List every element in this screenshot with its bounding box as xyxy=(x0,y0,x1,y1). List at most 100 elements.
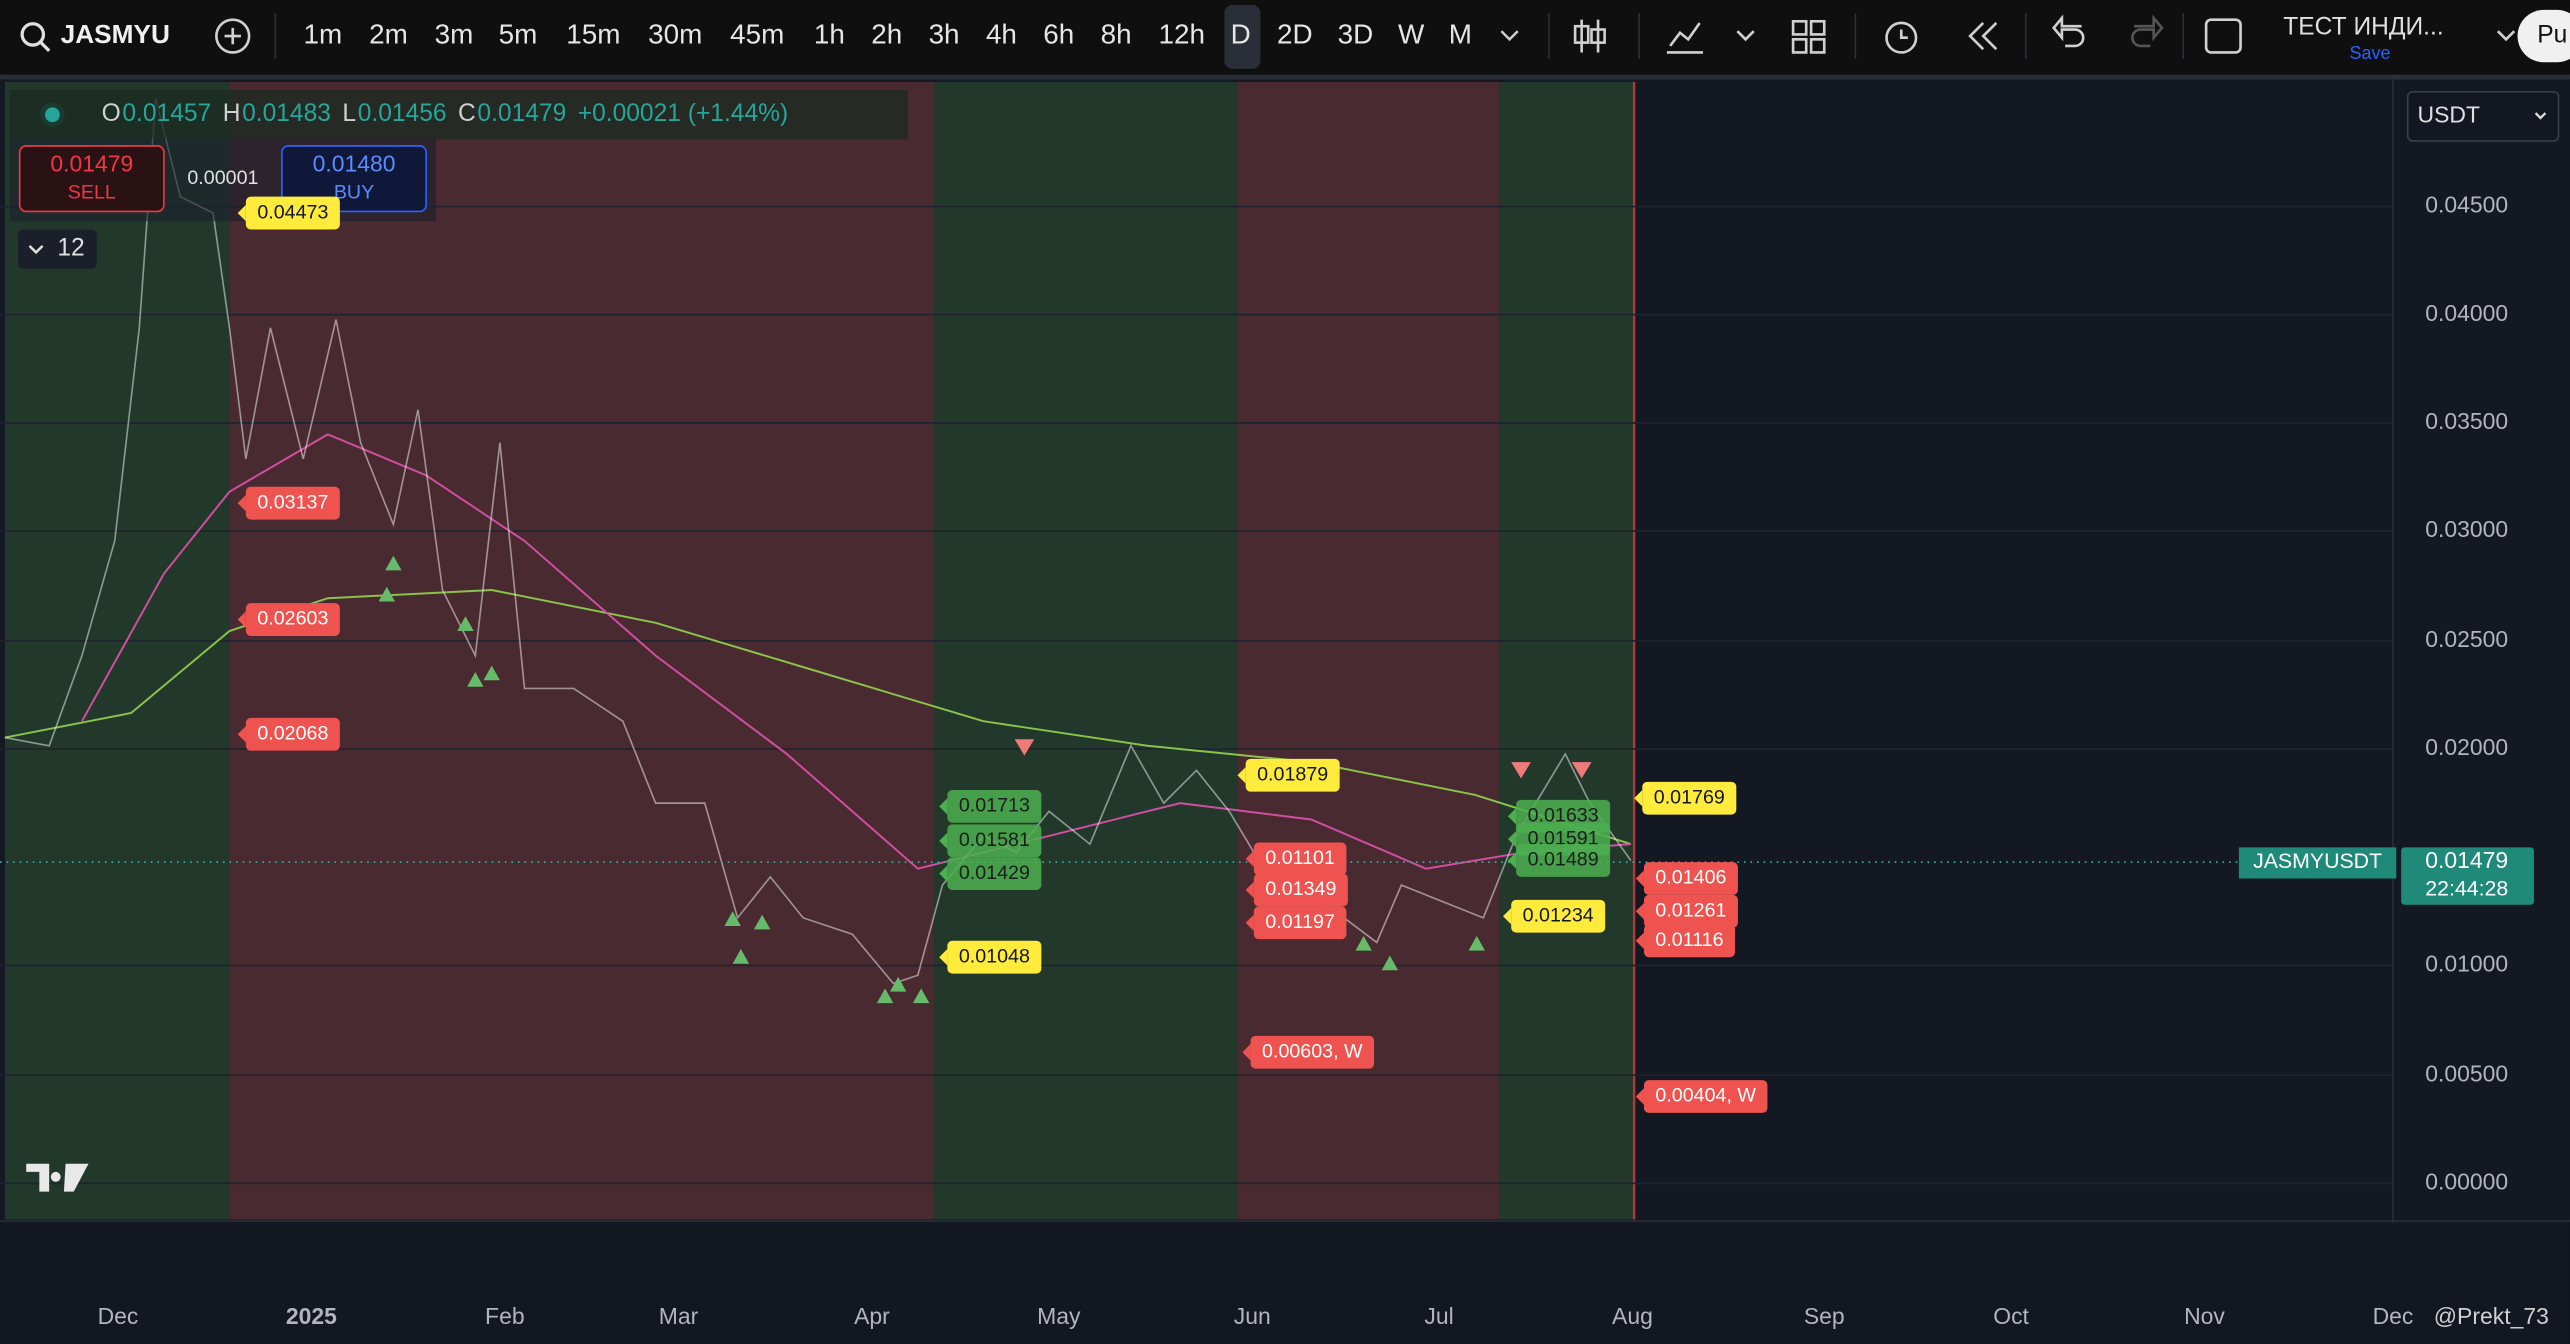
indicator-count: 12 xyxy=(57,235,84,262)
price-label-pointer xyxy=(1245,914,1254,931)
toolbar-separators xyxy=(274,13,2185,60)
indicators-toggle[interactable] xyxy=(18,229,97,269)
save-label[interactable]: Save xyxy=(2349,43,2390,63)
price-label-pointer xyxy=(1635,1088,1644,1105)
price-label-bg xyxy=(1253,842,1347,876)
price-label-pointer xyxy=(1507,852,1517,869)
buy-button[interactable] xyxy=(281,145,427,213)
price-label-pointer xyxy=(1502,908,1512,925)
sell-signal xyxy=(1014,739,1035,756)
publish-button[interactable] xyxy=(2517,9,2570,63)
band-green xyxy=(1499,81,1635,1220)
time-tick-label: Jun xyxy=(1234,1303,1271,1329)
buy-signal xyxy=(732,948,750,964)
interval[interactable]: 6h xyxy=(1043,18,1074,49)
indicators-icon[interactable] xyxy=(1666,22,1703,54)
price-label-pointer xyxy=(939,832,948,850)
interval[interactable]: 12h xyxy=(1158,18,1204,49)
alert-icon[interactable] xyxy=(1885,21,1918,54)
price-label: 0.02603 xyxy=(257,608,328,630)
layout-icon xyxy=(1809,38,1826,54)
undo-icon[interactable] xyxy=(2051,14,2085,48)
band-red xyxy=(229,81,935,1220)
time-tick-label: May xyxy=(1037,1303,1081,1329)
time-axis xyxy=(0,1222,2570,1344)
interval[interactable]: 30m xyxy=(648,18,702,49)
price-label-bg xyxy=(245,196,340,230)
ohlc-key: H xyxy=(223,100,241,127)
interval[interactable]: 5m xyxy=(499,18,538,49)
price-label: 0.01116 xyxy=(1655,929,1723,951)
layout-icon[interactable] xyxy=(1791,19,1808,36)
redo-icon[interactable] xyxy=(2131,14,2164,48)
interval[interactable]: 45m xyxy=(730,18,784,49)
price-label-bg xyxy=(947,940,1042,974)
interval[interactable]: 2h xyxy=(871,18,902,49)
time-tick-label: Apr xyxy=(854,1303,890,1329)
interval[interactable]: 1h xyxy=(814,18,845,49)
sell-button[interactable] xyxy=(18,145,165,213)
interval[interactable]: 1m xyxy=(304,18,343,49)
interval[interactable]: W xyxy=(1398,18,1425,49)
legend-bg xyxy=(9,90,909,140)
price-label-bg xyxy=(245,603,340,636)
time-tick-label: Oct xyxy=(1993,1303,2029,1329)
interval[interactable]: 15m xyxy=(566,18,620,49)
layout-dropdown[interactable] xyxy=(2496,30,2516,42)
interval[interactable]: 3h xyxy=(929,18,960,49)
price-label: 0.01489 xyxy=(1528,849,1599,871)
time-tick-label: Mar xyxy=(659,1303,699,1329)
price-label-pointer xyxy=(939,948,948,966)
price-label: 0.01769 xyxy=(1654,786,1725,808)
price-label-pointer xyxy=(1507,808,1517,825)
interval[interactable]: 4h xyxy=(986,18,1017,49)
price-tick-label: 0.03000 xyxy=(2425,516,2508,542)
interval[interactable]: D xyxy=(1231,18,1251,49)
price-label: 0.02068 xyxy=(257,722,328,744)
interval[interactable]: 2D xyxy=(1277,18,1313,49)
buy-signal xyxy=(724,911,741,927)
market-status xyxy=(40,102,65,128)
price-label-bg xyxy=(1245,758,1340,792)
layout-icon xyxy=(1809,19,1826,36)
price-label-pointer xyxy=(1507,830,1517,848)
time-tick-label: Nov xyxy=(2184,1303,2225,1329)
add-symbol[interactable] xyxy=(215,18,251,54)
time-tick-label: Aug xyxy=(1612,1303,1653,1329)
logo xyxy=(26,1163,89,1192)
price-label-pointer xyxy=(939,865,948,882)
replay-icon[interactable] xyxy=(1968,22,1998,51)
time-tick-label: Feb xyxy=(485,1303,525,1329)
interval-dropdown[interactable] xyxy=(1500,30,1519,42)
interval[interactable]: 8h xyxy=(1101,18,1132,49)
price-label-bg xyxy=(1253,873,1348,907)
interval[interactable]: 3m xyxy=(435,18,474,49)
time-tick-label: Sep xyxy=(1804,1303,1845,1329)
indicators-dropdown[interactable] xyxy=(1736,30,1755,42)
currency-select[interactable] xyxy=(2406,90,2560,142)
price-tick-label: 0.00000 xyxy=(2425,1168,2508,1194)
sell-label: SELL xyxy=(68,182,116,204)
toolbar xyxy=(0,0,2570,76)
symbol-tag-label: JASMYUSDT xyxy=(2253,849,2382,873)
price-label: 0.03137 xyxy=(257,491,328,513)
sell-signal xyxy=(1571,762,1592,779)
search-icon[interactable] xyxy=(20,22,46,47)
interval[interactable]: M xyxy=(1449,18,1472,49)
interval[interactable]: 3D xyxy=(1338,18,1374,49)
price-label-pointer xyxy=(1242,1044,1251,1061)
buy-signal xyxy=(912,988,930,1004)
price-label-pointer xyxy=(237,611,246,628)
fullscreen-icon[interactable] xyxy=(2204,18,2242,54)
band-green xyxy=(4,81,230,1220)
symbol[interactable]: JASMYU xyxy=(61,19,170,49)
band-red xyxy=(1237,81,1500,1220)
price-label-bg xyxy=(245,486,340,520)
layout-name[interactable]: ТЕСТ ИНДИ... xyxy=(2283,13,2443,40)
interval[interactable]: 2m xyxy=(369,18,408,49)
price-label-pointer xyxy=(1635,903,1644,920)
price-label: 0.01048 xyxy=(959,945,1030,967)
price-label-pointer xyxy=(1245,850,1254,868)
indicators-chevron xyxy=(28,244,44,255)
